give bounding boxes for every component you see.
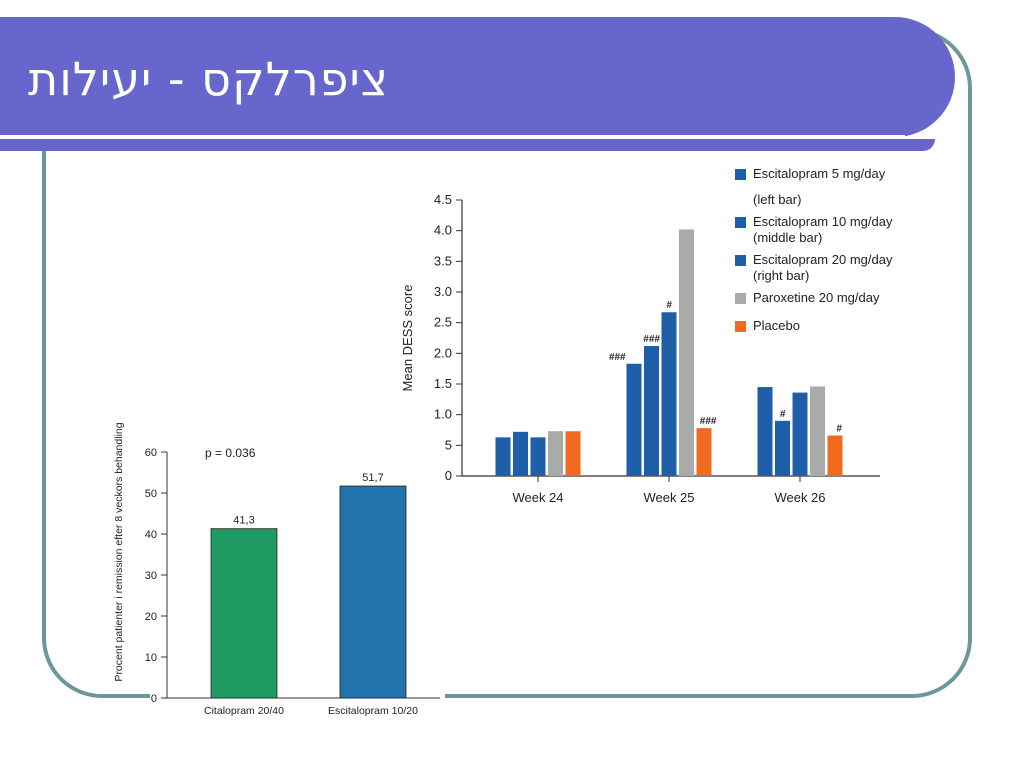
legend-swatch <box>735 217 746 228</box>
bar <box>775 420 790 476</box>
x-tick-label: Week 24 <box>512 490 563 505</box>
y-tick-label: 40 <box>145 529 157 541</box>
y-axis-label: Procent patienter i remission efter 8 ve… <box>113 422 125 681</box>
bar <box>339 485 407 699</box>
legend-swatch <box>735 321 746 332</box>
y-tick-label: 50 <box>145 488 157 500</box>
y-tick-label: 1.5 <box>434 376 452 391</box>
legend-swatch <box>735 293 746 304</box>
legend-item: Escitalopram 10 mg/day (middle bar) <box>735 214 965 246</box>
bar <box>679 229 694 476</box>
legend-swatch <box>735 169 746 180</box>
legend-item: Paroxetine 20 mg/day <box>735 290 965 306</box>
significance-marker: ### <box>609 352 626 363</box>
legend-label: Paroxetine 20 mg/day <box>753 290 880 305</box>
title-banner-underlay <box>0 139 935 151</box>
bar <box>530 437 546 476</box>
y-tick-label: 20 <box>145 611 157 623</box>
bar-value-label: 41,3 <box>233 515 254 527</box>
legend-item: Escitalopram 20 mg/day (right bar) <box>735 252 965 284</box>
legend-item: Placebo <box>735 318 965 334</box>
significance-marker: # <box>666 300 672 311</box>
legend-label: Escitalopram 10 mg/day <box>753 214 893 229</box>
title-banner <box>0 17 955 137</box>
y-tick-label: 10 <box>145 652 157 664</box>
x-tick-label: Escitalopram 10/20 <box>328 705 418 717</box>
legend-sublabel: (middle bar) <box>753 230 823 245</box>
bar <box>661 312 677 476</box>
x-tick-label: Week 26 <box>774 490 825 505</box>
slide-title: ציפרלקס - יעילות <box>28 52 390 106</box>
bar <box>810 386 825 476</box>
y-tick-label: 60 <box>145 447 157 459</box>
y-tick-label: 30 <box>145 570 157 582</box>
dess-legend: Escitalopram 5 mg/day (left bar) Escitalop… <box>735 166 965 346</box>
significance-marker: # <box>836 424 842 435</box>
y-tick-label: 0 <box>151 693 157 705</box>
y-tick-label: 3.5 <box>434 253 452 268</box>
y-tick-label: 2.0 <box>434 345 452 360</box>
y-tick-label: 4.0 <box>434 223 452 238</box>
x-tick-label: Week 25 <box>643 490 694 505</box>
y-tick-label: 0 <box>445 468 452 483</box>
legend-swatch <box>735 255 746 266</box>
y-axis-label: Mean DESS score <box>400 285 415 392</box>
bar <box>548 431 563 476</box>
y-tick-label: 2.5 <box>434 315 452 330</box>
legend-sublabel: (right bar) <box>753 268 810 283</box>
legend-item: Escitalopram 5 mg/day (left bar) <box>735 166 965 208</box>
bar-value-label: 51,7 <box>362 472 383 484</box>
bar <box>644 345 659 476</box>
bar <box>513 431 528 476</box>
legend-label: Escitalopram 5 mg/day <box>753 166 886 181</box>
bar <box>757 387 773 476</box>
bar <box>495 437 511 476</box>
significance-marker: ### <box>700 416 717 427</box>
y-tick-label: 3.0 <box>434 284 452 299</box>
bar <box>792 392 808 476</box>
p-value-annotation: p = 0.036 <box>205 446 256 460</box>
bar <box>565 431 581 476</box>
bar <box>626 363 642 476</box>
significance-marker: # <box>780 409 786 420</box>
legend-sublabel: (left bar) <box>753 192 802 207</box>
title-divider <box>0 135 905 139</box>
x-tick-label: Citalopram 20/40 <box>204 705 284 717</box>
legend-label: Placebo <box>753 318 800 333</box>
legend-label: Escitalopram 20 mg/day <box>753 252 893 267</box>
bar <box>210 528 278 699</box>
bar <box>827 435 843 476</box>
bar <box>696 428 712 476</box>
y-tick-label: 1.0 <box>434 407 452 422</box>
y-tick-label: 4.5 <box>434 192 452 207</box>
significance-marker: ### <box>643 334 660 345</box>
